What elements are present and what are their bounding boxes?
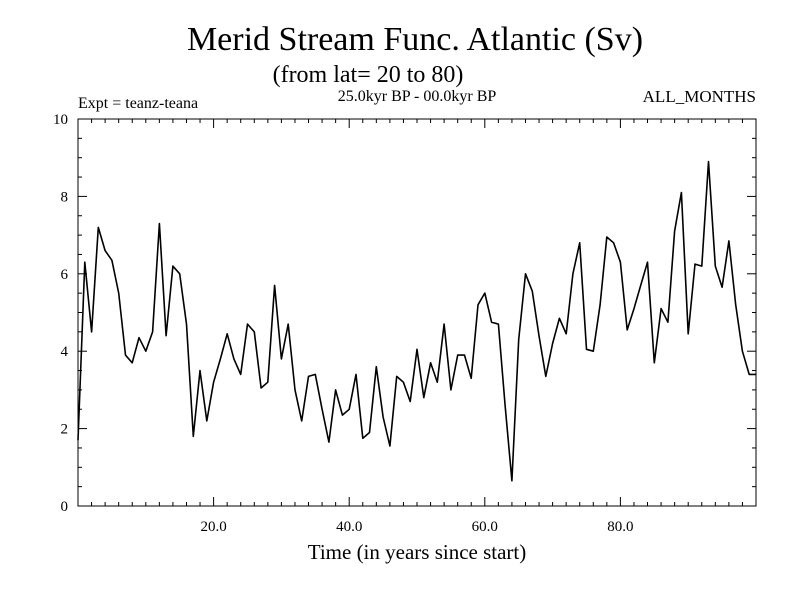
y-tick-labels: 0 2 4 6 8 10 <box>53 112 69 515</box>
x-tick-label: 20.0 <box>200 519 226 535</box>
chart-subtitle: (from lat= 20 to 80) <box>273 62 464 88</box>
minor-ticks <box>78 119 756 506</box>
series-line <box>77 160 756 482</box>
months-annotation: ALL_MONTHS <box>643 87 756 106</box>
y-tick-label: 0 <box>61 499 69 515</box>
y-tick-label: 4 <box>61 344 69 360</box>
y-tick-label: 8 <box>61 189 69 205</box>
x-tick-label: 40.0 <box>336 519 362 535</box>
x-tick-label: 60.0 <box>472 519 498 535</box>
x-tick-labels: 20.0 40.0 60.0 80.0 <box>200 519 633 535</box>
chart-title: Merid Stream Func. Atlantic (Sv) <box>187 21 643 58</box>
plot-frame <box>77 118 757 507</box>
y-tick-label: 10 <box>53 112 68 128</box>
major-ticks <box>78 118 756 507</box>
experiment-annotation: Expt = teanz-teana <box>78 95 198 112</box>
y-tick-label: 6 <box>61 267 69 283</box>
y-tick-label: 2 <box>61 422 69 438</box>
x-tick-label: 80.0 <box>607 519 633 535</box>
x-axis-label: Time (in years since start) <box>308 540 527 564</box>
time-range-annotation: 25.0kyr BP - 00.0kyr BP <box>338 88 497 105</box>
